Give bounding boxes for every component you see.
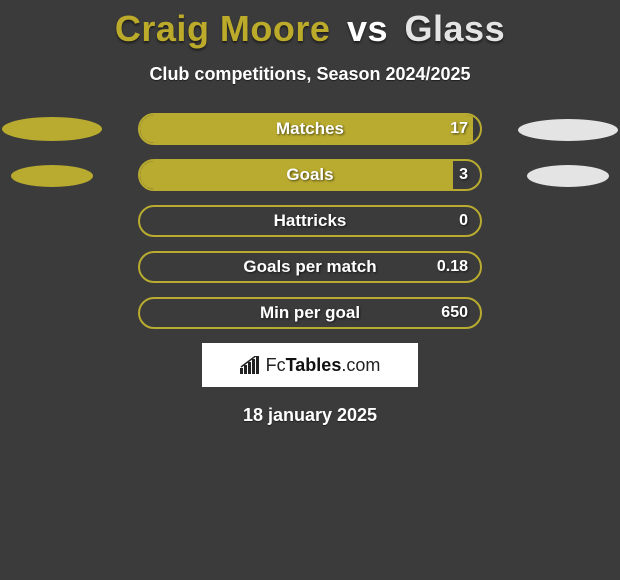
subtitle: Club competitions, Season 2024/2025 [0,64,620,85]
right-ellipse-1 [518,119,618,141]
left-ellipse-column [0,113,112,187]
right-ellipse-column [508,113,620,187]
chart-area: Matches 17 Goals 3 Hattricks 0 Goals per… [0,113,620,426]
footer-brand-fc: Fc [266,355,286,375]
left-ellipse-2 [11,165,93,187]
stat-fill [140,115,473,143]
footer-logo: FcTables.com [240,355,381,376]
page-title: Craig Moore vs Glass [0,0,620,50]
stat-value: 0.18 [437,253,468,281]
stat-value: 3 [459,161,468,189]
right-ellipse-2 [527,165,609,187]
footer-brand-tables: Tables [286,355,342,375]
stat-value: 650 [441,299,468,327]
title-vs: vs [347,8,388,49]
stat-fill [140,161,453,189]
stat-label: Goals per match [140,253,480,281]
footer-date: 18 january 2025 [0,405,620,426]
footer-brand-dotcom: .com [341,355,380,375]
title-left-name: Craig Moore [115,8,331,49]
left-ellipse-1 [2,117,102,141]
stat-row-hattricks: Hattricks 0 [138,205,482,237]
stat-label: Min per goal [140,299,480,327]
title-right-name: Glass [405,8,506,49]
bar-chart-icon [240,356,262,374]
stat-row-min-per-goal: Min per goal 650 [138,297,482,329]
stat-bars: Matches 17 Goals 3 Hattricks 0 Goals per… [138,113,482,329]
stat-value: 0 [459,207,468,235]
footer-brand-box: FcTables.com [202,343,418,387]
stat-row-goals-per-match: Goals per match 0.18 [138,251,482,283]
stat-row-matches: Matches 17 [138,113,482,145]
stat-value: 17 [450,115,468,143]
stat-label: Hattricks [140,207,480,235]
stat-row-goals: Goals 3 [138,159,482,191]
